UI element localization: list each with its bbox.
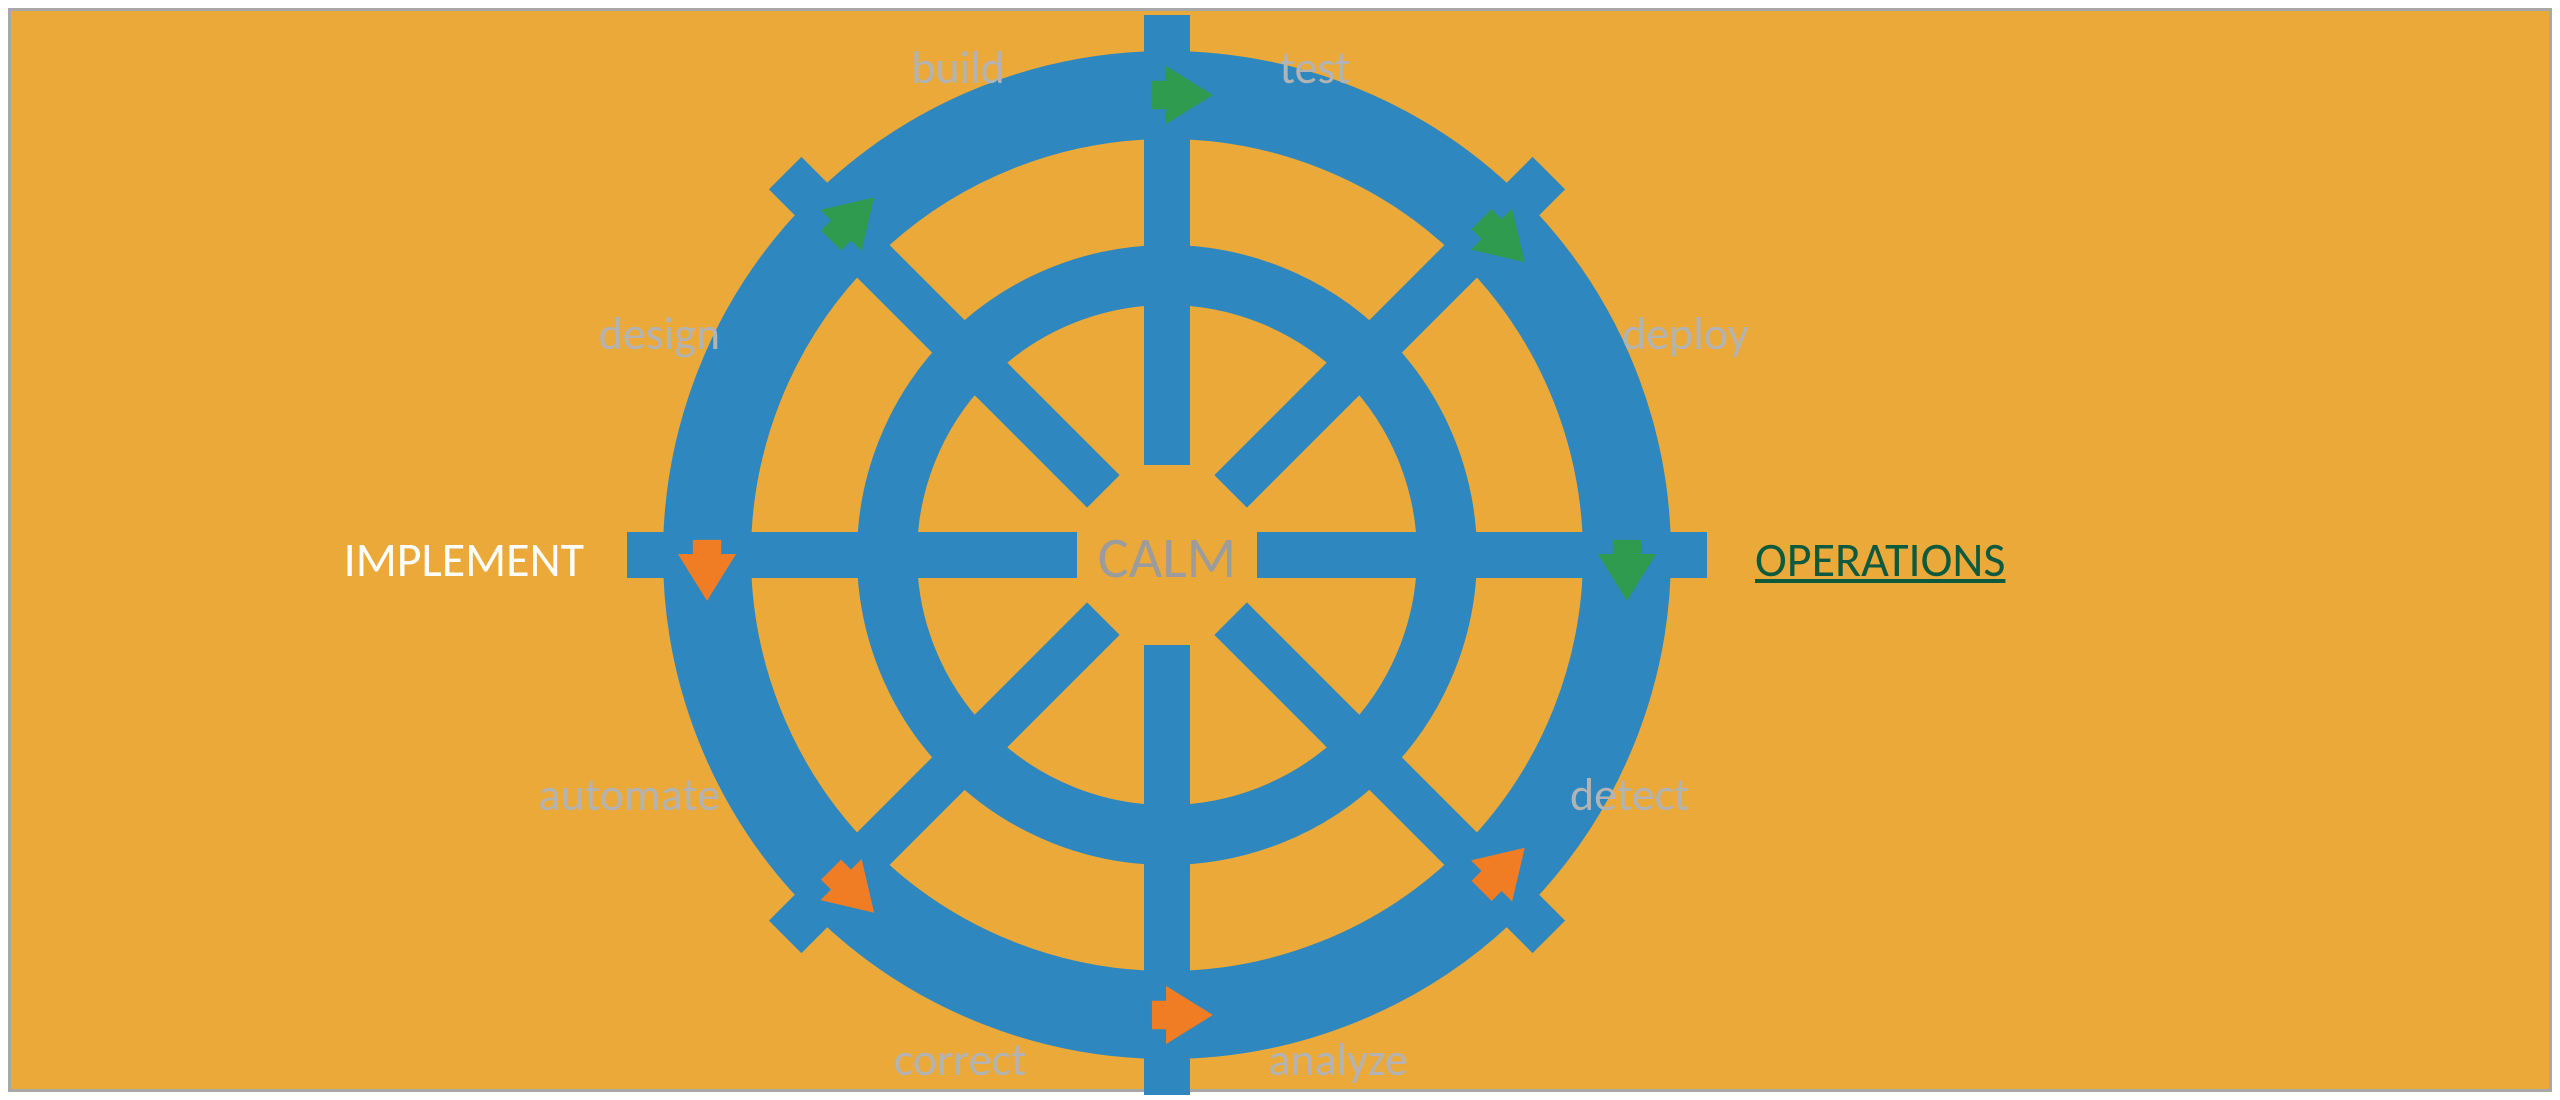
spoke-label-correct: correct xyxy=(894,1037,1027,1083)
spoke-label-design: design xyxy=(599,311,720,357)
center-label: CALM xyxy=(1098,529,1236,587)
diagram-canvas: CALM IMPLEMENT OPERATIONS build test deploy de… xyxy=(0,0,2560,1100)
spoke-label-automate: automate xyxy=(538,772,720,818)
operations-label: OPERATIONS xyxy=(1755,536,2005,584)
spoke-label-detect: detect xyxy=(1570,772,1689,818)
spoke-label-build: build xyxy=(911,45,1005,91)
spoke-label-deploy: deploy xyxy=(1622,311,1749,357)
spoke-label-test: test xyxy=(1280,45,1351,91)
spoke-label-analyze: analyze xyxy=(1268,1037,1407,1083)
implement-label: IMPLEMENT xyxy=(344,536,584,584)
